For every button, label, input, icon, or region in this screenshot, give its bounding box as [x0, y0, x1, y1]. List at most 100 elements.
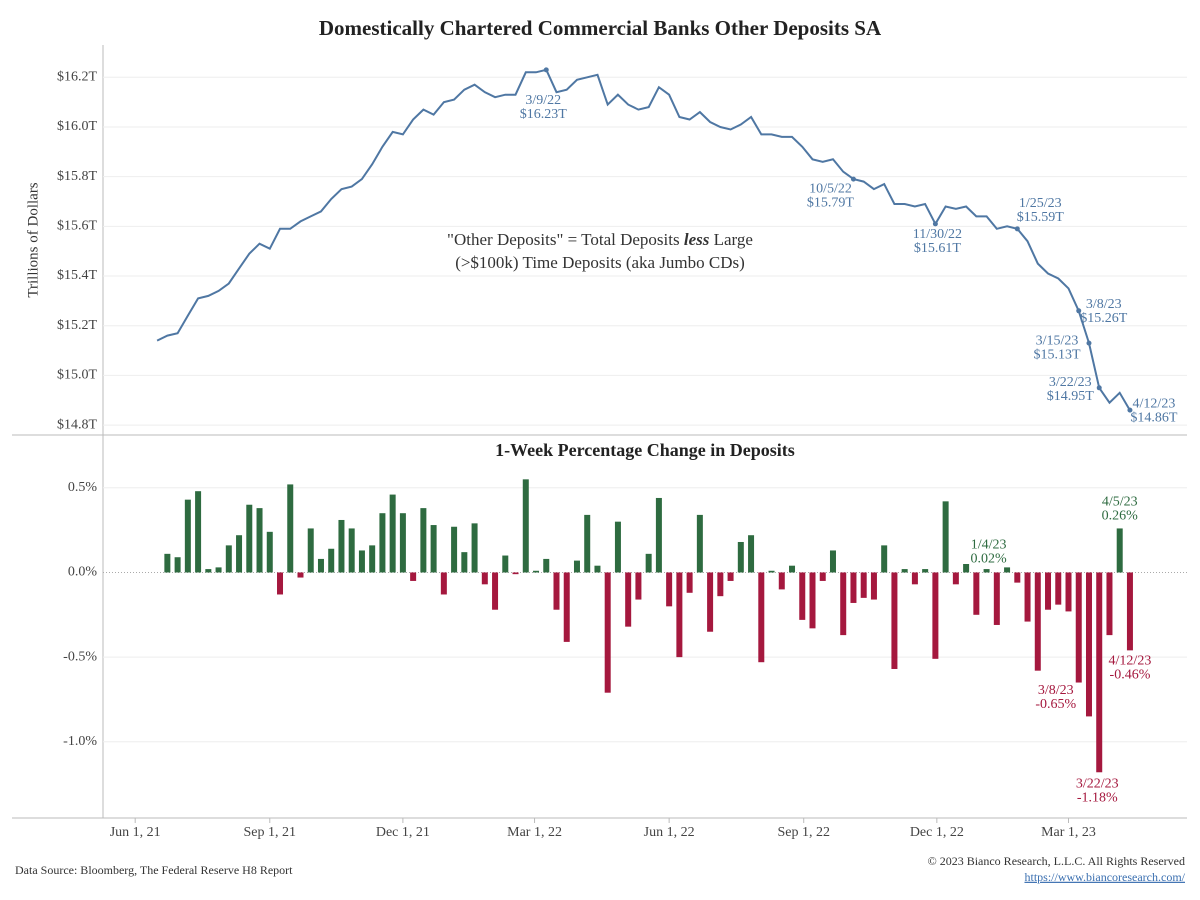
- bar: [502, 555, 509, 573]
- bar-annotation-value: -0.46%: [1110, 668, 1151, 683]
- bar: [737, 541, 744, 573]
- x-tick-label: Sep 1, 22: [777, 825, 830, 840]
- bar: [850, 572, 857, 603]
- note: (>$100k) Time Deposits (aka Jumbo CDs): [455, 253, 745, 272]
- bar: [461, 552, 468, 573]
- bar: [635, 572, 642, 600]
- bar: [266, 531, 273, 573]
- bar: [533, 570, 540, 573]
- copyright: © 2023 Bianco Research, L.L.C. All Right…: [928, 854, 1185, 868]
- bar: [236, 535, 243, 573]
- bar: [358, 550, 365, 573]
- bar: [686, 572, 693, 593]
- line: [156, 68, 1131, 411]
- bar: [727, 572, 734, 581]
- bar: [1034, 572, 1041, 671]
- bar: [860, 572, 867, 598]
- y-axis-label: Trillions of Dollars: [25, 182, 41, 297]
- bar: [297, 572, 304, 578]
- point-marker: [543, 67, 549, 73]
- y-tick-label: $15.4T: [57, 268, 98, 283]
- note: "Other Deposits" = Total Deposits less L…: [447, 230, 753, 249]
- bar: [174, 557, 181, 573]
- bar: [952, 572, 959, 585]
- bar: [430, 525, 437, 573]
- point-marker: [1127, 407, 1133, 413]
- point-marker: [1014, 226, 1020, 232]
- y-tick-label: 0.5%: [68, 480, 98, 495]
- bar: [1004, 567, 1011, 573]
- bar: [799, 572, 806, 620]
- bar-annotation-value: 0.26%: [1102, 509, 1139, 524]
- bar: [215, 567, 222, 573]
- y-tick-label: $16.2T: [57, 70, 98, 85]
- bar: [369, 545, 376, 573]
- bar: [184, 499, 191, 573]
- y-tick-label: $15.2T: [57, 318, 98, 333]
- annotation-value: $14.86T: [1130, 410, 1178, 425]
- bar: [881, 545, 888, 573]
- bar: [604, 572, 611, 693]
- point-marker: [1076, 308, 1082, 314]
- y-tick-label: -0.5%: [63, 649, 97, 664]
- annotation-value: $16.23T: [520, 107, 568, 122]
- bar: [1065, 572, 1072, 612]
- panel-title: 1-Week Percentage Change in Deposits: [495, 440, 795, 460]
- bar: [614, 521, 621, 573]
- bar: [164, 553, 171, 573]
- point-marker: [932, 221, 938, 227]
- bar: [840, 572, 847, 636]
- annotation-date: 3/8/23: [1086, 297, 1122, 312]
- bar: [379, 513, 386, 573]
- url-link[interactable]: https://www.biancoresearch.com/: [1024, 870, 1185, 884]
- bar-annotation-date: 1/4/23: [971, 537, 1007, 552]
- bar: [696, 514, 703, 573]
- bar-annotation-value: 0.02%: [970, 551, 1007, 566]
- bar: [942, 501, 949, 573]
- bar: [778, 572, 785, 590]
- bar: [901, 569, 908, 573]
- bar: [471, 523, 478, 573]
- bar: [1106, 572, 1113, 636]
- bar: [410, 572, 417, 581]
- bar: [666, 572, 673, 607]
- bar: [277, 572, 284, 595]
- annotation-value: $15.79T: [807, 195, 855, 210]
- bar: [389, 494, 396, 573]
- bar: [973, 572, 980, 615]
- x-tick-label: Dec 1, 22: [910, 825, 964, 840]
- bar-annotation-value: -1.18%: [1077, 790, 1118, 805]
- bar: [655, 497, 662, 573]
- bar: [594, 565, 601, 573]
- bar: [225, 545, 232, 573]
- bar: [758, 572, 765, 663]
- point-marker: [1096, 385, 1102, 391]
- bar: [573, 560, 580, 573]
- annotation-value: $15.61T: [914, 241, 962, 256]
- bar: [819, 572, 826, 581]
- bar: [645, 553, 652, 573]
- bar: [246, 504, 253, 573]
- bar: [870, 572, 877, 600]
- annotation-value: $15.59T: [1017, 210, 1065, 225]
- x-tick-label: Mar 1, 23: [1041, 825, 1096, 840]
- bar: [440, 572, 447, 595]
- bar: [338, 519, 345, 573]
- y-tick-label: 0.0%: [68, 565, 98, 580]
- bar: [1055, 572, 1062, 605]
- x-tick-label: Jun 1, 21: [110, 825, 161, 840]
- bar: [317, 558, 324, 573]
- bar: [348, 528, 355, 573]
- bar: [748, 535, 755, 573]
- annotation-date: 3/9/22: [525, 93, 561, 108]
- bar: [584, 514, 591, 573]
- bar: [287, 484, 294, 573]
- bar: [1045, 572, 1052, 610]
- annotation-value: $15.13T: [1033, 347, 1081, 362]
- bar-annotation-date: 3/22/23: [1076, 776, 1119, 791]
- y-tick-label: $15.6T: [57, 219, 98, 234]
- point-marker: [850, 176, 856, 182]
- annotation-date: 3/15/23: [1036, 333, 1079, 348]
- bar: [1085, 572, 1092, 717]
- bar: [512, 572, 519, 575]
